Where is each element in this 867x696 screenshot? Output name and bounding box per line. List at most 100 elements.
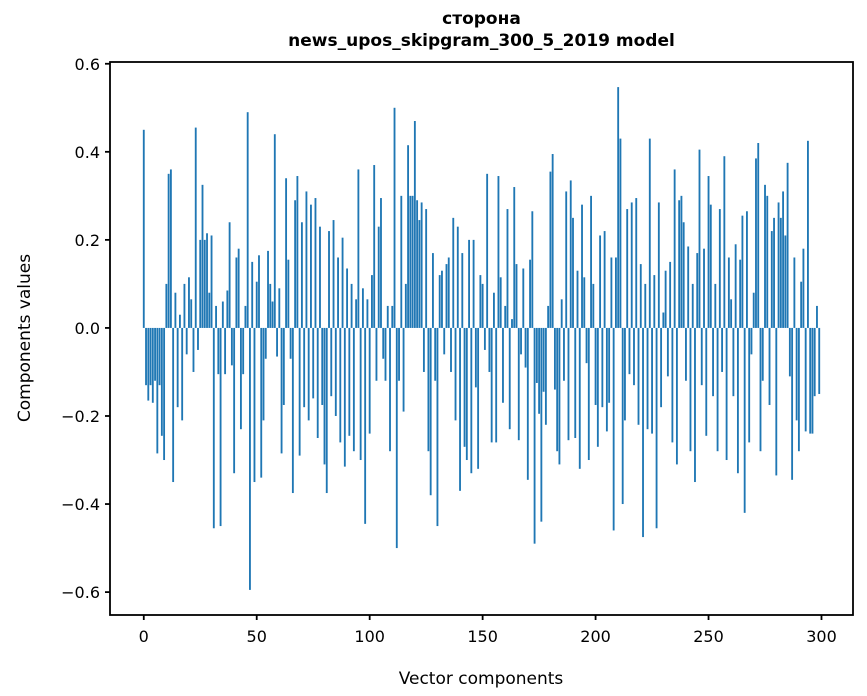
bar (547, 305, 550, 328)
bar (592, 283, 595, 328)
bar (470, 327, 473, 474)
bar (244, 305, 247, 328)
bar (585, 327, 588, 364)
bar (316, 327, 319, 438)
bar (700, 327, 703, 386)
bar (183, 283, 186, 328)
bar (630, 202, 633, 328)
bar (655, 327, 658, 529)
bar (739, 259, 742, 328)
bar (474, 327, 477, 388)
bar (145, 327, 147, 386)
bar (246, 112, 249, 328)
bar (255, 281, 258, 328)
bar (477, 327, 480, 469)
bar (249, 327, 251, 590)
bar (757, 143, 760, 328)
bar (675, 327, 678, 465)
bar (556, 327, 559, 452)
y-tick-label: 0.6 (75, 55, 100, 74)
bar (452, 217, 455, 328)
bar (355, 299, 358, 328)
bar (269, 283, 272, 328)
bar (750, 327, 753, 355)
bar (181, 327, 184, 421)
bar (610, 257, 613, 328)
bar (192, 327, 195, 372)
bar (678, 200, 681, 328)
bar (576, 270, 579, 328)
bar (567, 327, 570, 441)
bar (402, 327, 405, 412)
bar (648, 138, 651, 328)
bar (307, 327, 310, 421)
bar (671, 327, 674, 443)
bar (436, 327, 439, 527)
bar (716, 327, 719, 452)
chart-title-word: сторона (442, 9, 521, 29)
bar (142, 129, 145, 328)
bar (816, 305, 818, 328)
bar (158, 327, 161, 386)
bar (535, 327, 538, 383)
bar (377, 226, 380, 328)
bar (617, 87, 620, 328)
bar (404, 283, 407, 328)
bar (319, 226, 321, 328)
bar (807, 140, 809, 328)
bar (294, 200, 297, 328)
bar (348, 327, 351, 436)
bar (773, 217, 775, 328)
chart-title: сторона news_upos_skipgram_300_5_2019 mo… (110, 8, 853, 52)
bar (635, 198, 638, 328)
bar (614, 257, 617, 328)
bar (687, 246, 690, 328)
bar (709, 204, 712, 328)
bar (599, 235, 602, 328)
bar (154, 327, 156, 381)
bar (646, 327, 649, 430)
bar (328, 231, 330, 328)
bar (533, 327, 536, 544)
bar (727, 257, 730, 328)
bar (382, 327, 385, 359)
bar (682, 222, 685, 328)
bar (590, 195, 592, 328)
bar (445, 264, 448, 328)
bar (411, 195, 414, 328)
bar (493, 292, 495, 328)
bar (359, 327, 362, 461)
bar (343, 327, 346, 467)
bar (253, 327, 256, 483)
bar (206, 233, 208, 328)
bar (499, 277, 502, 328)
bar (330, 327, 333, 397)
bar (215, 305, 217, 328)
bar (531, 211, 534, 328)
bar (553, 327, 556, 390)
bar (761, 327, 764, 381)
bar (795, 327, 798, 421)
bar (777, 202, 780, 328)
bar (339, 327, 342, 443)
bar (818, 327, 821, 394)
bar (357, 169, 360, 328)
bar (725, 327, 728, 461)
bar (574, 327, 577, 438)
bar (334, 327, 337, 416)
bar (156, 327, 159, 454)
bar (418, 220, 421, 328)
bar (267, 250, 269, 328)
bar (791, 327, 794, 480)
bar (271, 301, 274, 328)
bar (587, 327, 590, 461)
bar (472, 239, 475, 328)
bar (332, 220, 335, 328)
bar (217, 327, 220, 375)
bar (707, 176, 710, 328)
bar (513, 187, 516, 328)
bar (321, 327, 324, 405)
x-tick-label: 250 (693, 627, 724, 646)
bar (203, 239, 206, 328)
